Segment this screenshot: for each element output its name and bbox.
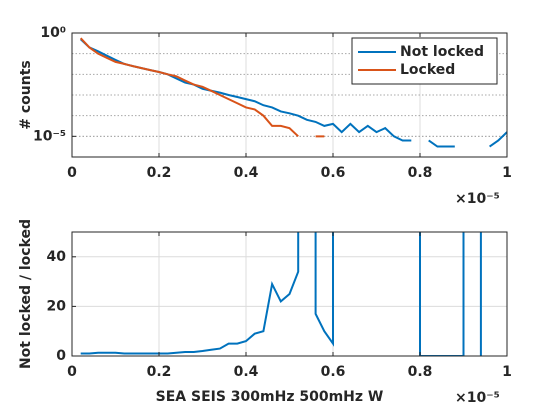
x-tick-label: 0.6 <box>321 364 346 380</box>
axes-box <box>71 32 508 158</box>
x-tick-label: 0.6 <box>321 165 346 181</box>
y-tick-label: 20 <box>47 298 67 314</box>
x-tick-label: 1 <box>502 364 512 380</box>
x-tick-label: 0.4 <box>234 165 259 181</box>
x-tick-label: 1 <box>502 165 512 181</box>
legend-box <box>351 37 498 85</box>
legend-label: Locked <box>400 62 455 78</box>
x-tick-label: 0.8 <box>408 165 433 181</box>
y-axis-label: # counts <box>18 60 34 129</box>
x-tick-label: 0 <box>67 364 77 380</box>
x-tick-label: 0.2 <box>147 165 172 181</box>
x-tick-label: 0 <box>67 165 77 181</box>
x-tick-label: 0.4 <box>234 364 259 380</box>
y-tick-label: 10⁻⁵ <box>33 128 66 144</box>
x-exponent-label: ×10⁻⁵ <box>455 191 500 207</box>
axes-box <box>71 231 508 357</box>
y-axis-label: Not locked / locked <box>18 219 34 369</box>
y-tick-label: 10⁰ <box>40 25 66 41</box>
y-tick-label: 40 <box>47 249 67 265</box>
x-exponent-label: ×10⁻⁵ <box>455 390 500 406</box>
legend-label: Not locked <box>400 44 484 60</box>
data-line <box>79 37 325 138</box>
x-tick-label: 0.2 <box>147 364 172 380</box>
data-line <box>80 232 482 356</box>
y-tick-label: 0 <box>56 348 66 364</box>
x-axis-label: SEA SEIS 300mHz 500mHz W <box>156 389 384 405</box>
x-tick-label: 0.8 <box>408 364 433 380</box>
